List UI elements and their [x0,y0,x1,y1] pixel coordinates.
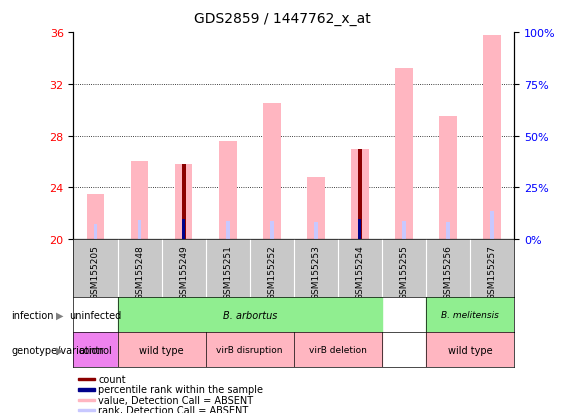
Text: control: control [79,345,112,355]
Bar [78,409,95,411]
Text: virB deletion: virB deletion [309,346,367,354]
Bar [86,195,105,240]
Bar [78,378,95,380]
Text: GSM155256: GSM155256 [444,244,453,299]
Bar [182,165,185,240]
Bar [270,221,273,240]
Bar [118,332,206,368]
Bar [263,104,281,240]
Bar [182,221,185,240]
Text: GSM155251: GSM155251 [223,244,232,299]
Text: infection: infection [11,310,54,320]
Text: GSM155248: GSM155248 [135,244,144,299]
Bar [175,165,193,240]
Bar [358,220,362,240]
Bar [294,332,382,368]
Text: GSM155257: GSM155257 [488,244,497,299]
Text: virB disruption: virB disruption [216,346,283,354]
Bar [426,297,514,332]
Text: ▶: ▶ [55,310,63,320]
Bar [446,223,450,240]
Bar [118,297,382,332]
Text: percentile rank within the sample: percentile rank within the sample [98,385,263,394]
Bar [358,220,362,240]
Bar [490,211,494,240]
Text: GSM155254: GSM155254 [355,244,364,299]
Text: GSM155253: GSM155253 [311,244,320,299]
Text: GSM155205: GSM155205 [91,244,100,299]
Text: ▶: ▶ [55,345,63,355]
Bar [395,69,413,240]
Text: B. melitensis: B. melitensis [441,311,499,319]
Bar [307,178,325,240]
Bar [314,223,318,240]
Bar [94,224,97,240]
Text: count: count [98,374,126,384]
Text: GSM155249: GSM155249 [179,244,188,299]
Bar [78,388,95,391]
Bar [351,149,369,240]
Bar [439,117,457,240]
Text: wild type: wild type [448,345,492,355]
Bar [483,36,501,240]
Text: rank, Detection Call = ABSENT: rank, Detection Call = ABSENT [98,405,249,413]
Text: value, Detection Call = ABSENT: value, Detection Call = ABSENT [98,395,253,405]
Bar [78,399,95,401]
Bar [73,332,118,368]
Bar [206,332,294,368]
Bar [219,141,237,240]
Bar [358,149,362,240]
Bar [226,221,229,240]
Text: uninfected: uninfected [69,310,121,320]
Text: genotype/variation: genotype/variation [11,345,104,355]
Bar [402,221,406,240]
Text: GSM155255: GSM155255 [399,244,408,299]
Bar [73,297,118,332]
Bar [138,220,141,240]
Bar [426,332,514,368]
Text: GDS2859 / 1447762_x_at: GDS2859 / 1447762_x_at [194,12,371,26]
Bar [131,162,149,240]
Text: GSM155252: GSM155252 [267,244,276,299]
Bar [182,220,185,240]
Text: B. arbortus: B. arbortus [223,310,277,320]
Text: wild type: wild type [140,345,184,355]
